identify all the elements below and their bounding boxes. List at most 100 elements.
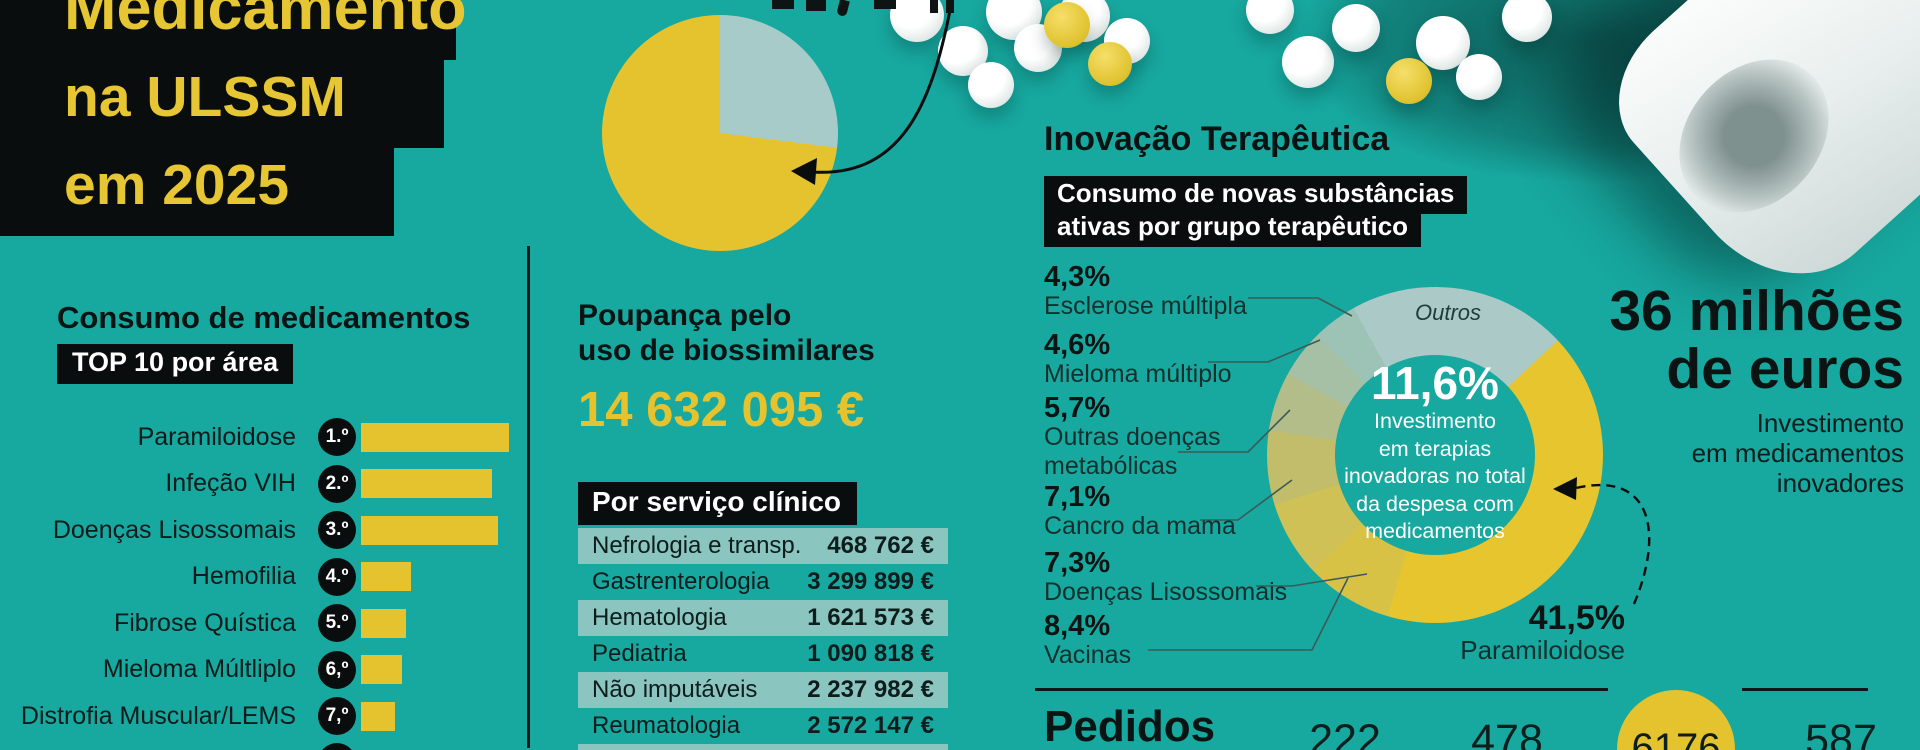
donut-hole bbox=[1335, 355, 1535, 555]
top10-bar-row: Paramiloidose 1.º bbox=[0, 414, 530, 461]
table-cell-service: Gastrenterologia bbox=[592, 568, 770, 595]
cropped-label-fragment bbox=[874, 0, 896, 9]
bar-label: Mieloma Múltliplo bbox=[102, 655, 296, 684]
table-cell-service: Reumatologia bbox=[592, 712, 741, 739]
legend-item-esclerose: 4,3% Esclerose múltipla bbox=[1044, 262, 1247, 321]
pedidos-number-1: 222 bbox=[1309, 716, 1381, 750]
cropped-label-fragment bbox=[806, 0, 826, 11]
table-row: Reumatologia 2 572 147 € bbox=[578, 708, 948, 744]
horizontal-divider-right bbox=[1742, 688, 1868, 691]
top10-bar-row: Doenças Lisossomais 3.º bbox=[0, 507, 530, 554]
white-pill bbox=[1332, 4, 1380, 52]
table-row: Hematologia 1 621 573 € bbox=[578, 600, 948, 636]
vertical-divider bbox=[527, 246, 530, 748]
top10-label: TOP 10 por área bbox=[57, 344, 294, 384]
top10-bar-chart: Paramiloidose 1.º Infeção VIH 2.º Doenças Li… bbox=[0, 414, 530, 740]
table-row: Pediatria 1 090 818 € bbox=[578, 636, 948, 672]
top10-bar-row: Infeção VIH 2.º bbox=[0, 461, 530, 508]
savings-title-line2: uso de biossimilares bbox=[578, 334, 875, 367]
big-stat-subtext: Investimento em medicamentos inovadores bbox=[1692, 408, 1904, 498]
legend-pct: 8,4% bbox=[1044, 610, 1111, 642]
table-cell-value: 468 762 € bbox=[827, 532, 934, 559]
table-cell-value: 2 572 147 € bbox=[807, 712, 934, 739]
paramiloidose-pct: 41,5% bbox=[1528, 599, 1625, 637]
white-pill bbox=[968, 62, 1014, 108]
bar-fill bbox=[361, 562, 411, 592]
table-cell-service: Nefrologia e transp. bbox=[592, 532, 802, 559]
bar-fill bbox=[361, 422, 509, 452]
table-cell-service: Hematologia bbox=[592, 604, 727, 631]
cropped-label-fragment bbox=[772, 0, 794, 9]
legend-label: Vacinas bbox=[1044, 641, 1132, 669]
clinic-table: Nefrologia e transp. 468 762 € Gastrentero… bbox=[578, 528, 948, 750]
page-title-line3: em 2025 bbox=[64, 153, 290, 217]
paramiloidose-label: Paramiloidose bbox=[1460, 635, 1625, 665]
bar-fill bbox=[361, 515, 498, 545]
cropped-label-fragment bbox=[930, 0, 938, 13]
consumo-heading: Consumo de medicamentos bbox=[57, 300, 471, 335]
rank-circle: 2.º bbox=[318, 464, 356, 503]
legend-pct: 7,3% bbox=[1044, 547, 1111, 579]
donut-center-pct: 11,6% bbox=[1371, 357, 1499, 409]
title-block-3 bbox=[0, 148, 394, 236]
table-cell-service: Não imputáveis bbox=[592, 676, 758, 703]
rank-circle: 1.º bbox=[318, 418, 356, 457]
big-stat-line2: de euros bbox=[1666, 337, 1904, 401]
legend-pct: 5,7% bbox=[1044, 392, 1111, 424]
donut-center-text: 11,6% Investimento em terapias inovadora… bbox=[1327, 359, 1543, 546]
title-block-2 bbox=[0, 60, 444, 148]
legend-label: Mieloma múltiplo bbox=[1044, 360, 1232, 388]
cropped-label-fragment bbox=[836, 0, 850, 17]
page-title-line1: Medicamento bbox=[64, 0, 467, 43]
bar-fill bbox=[361, 608, 406, 638]
top10-bar-row: Hemofilia 4.º bbox=[0, 554, 530, 601]
table-row: Nefrologia e transp. 468 762 € bbox=[578, 528, 948, 564]
rank-circle: 5.º bbox=[318, 604, 356, 643]
rank-circle: 3.º bbox=[318, 511, 356, 550]
inovacao-heading: Inovação Terapêutica bbox=[1044, 120, 1390, 158]
bar-label: Fibrose Quística bbox=[113, 608, 296, 637]
table-cell-value: 1 621 573 € bbox=[807, 604, 934, 631]
donut-center-line: em terapias bbox=[1378, 436, 1492, 461]
legend-item-mieloma: 4,6% Mieloma múltiplo bbox=[1044, 330, 1232, 389]
horizontal-divider-left bbox=[1035, 688, 1608, 691]
rank-circle: 7,º bbox=[318, 697, 356, 736]
white-pill bbox=[1282, 36, 1334, 88]
white-pill bbox=[1456, 54, 1502, 100]
legend-label: metabólicas bbox=[1044, 452, 1178, 480]
rank-circle-8-partial bbox=[318, 743, 356, 750]
table-cell-service: Pediatria bbox=[592, 640, 687, 667]
table-row: Não imputáveis 2 237 982 € bbox=[578, 672, 948, 708]
yellow-pill bbox=[1386, 58, 1432, 104]
bar-fill bbox=[361, 701, 395, 731]
legend-item-outras-metabolicas: 5,7% Outras doenças metabólicas bbox=[1044, 393, 1221, 481]
legend-item-cancro-mama: 7,1% Cancro da mama bbox=[1044, 482, 1236, 541]
pedidos-highlight-circle: 6176 bbox=[1617, 690, 1735, 750]
top10-bar-row: Mieloma Múltliplo 6,º bbox=[0, 647, 530, 694]
legend-pct: 7,1% bbox=[1044, 481, 1111, 513]
pedidos-heading: Pedidos bbox=[1044, 702, 1216, 750]
yellow-pill bbox=[1044, 2, 1090, 48]
table-cell-value: 2 237 982 € bbox=[807, 676, 934, 703]
legend-label: Doenças Lisossomais bbox=[1044, 578, 1288, 606]
donut-title-line1: Consumo de novas substâncias bbox=[1044, 176, 1468, 214]
donut-center-line: da despesa com bbox=[1356, 491, 1514, 516]
big-stat-sub-line: em medicamentos bbox=[1691, 438, 1904, 468]
clinic-table-header: Por serviço clínico bbox=[578, 482, 857, 525]
legend-item-vacinas: 8,4% Vacinas bbox=[1044, 611, 1131, 670]
legend-label: Outras doenças bbox=[1044, 423, 1221, 451]
big-stat-line1: 36 milhões bbox=[1609, 279, 1904, 343]
pedidos-number-2: 478 bbox=[1471, 716, 1543, 750]
big-stat-sub-line: inovadores bbox=[1776, 468, 1904, 498]
bar-label: Paramiloidose bbox=[137, 422, 296, 451]
legend-pct: 4,6% bbox=[1044, 329, 1111, 361]
donut-center-line: medicamentos bbox=[1365, 519, 1505, 543]
white-pill bbox=[1502, 0, 1552, 42]
donut-title-line2: ativas por grupo terapêutico bbox=[1044, 209, 1422, 247]
bar-fill bbox=[361, 655, 402, 685]
biossimilares-pie-chart bbox=[602, 15, 838, 251]
donut-center-line: Investimento bbox=[1374, 409, 1496, 433]
table-cell-value: 1 090 818 € bbox=[807, 640, 934, 667]
savings-value: 14 632 095 € bbox=[578, 383, 865, 437]
